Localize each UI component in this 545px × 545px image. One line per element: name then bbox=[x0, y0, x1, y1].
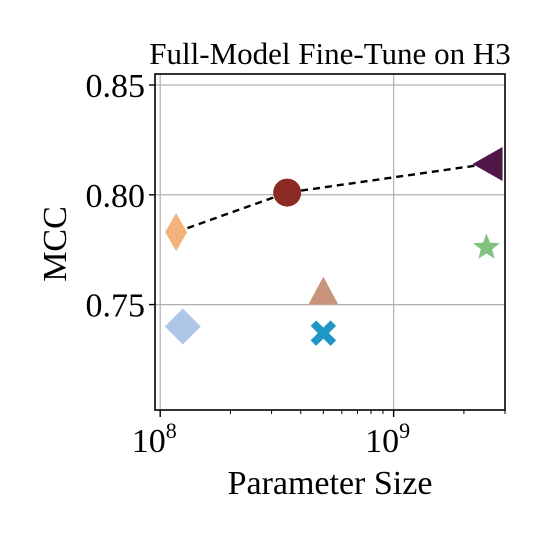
point-star bbox=[473, 233, 500, 259]
point-diamond bbox=[164, 308, 201, 345]
x-tick-label: 108 bbox=[132, 418, 177, 460]
point-circle bbox=[273, 178, 302, 207]
data-points bbox=[164, 147, 503, 346]
trend-line-group bbox=[175, 162, 487, 234]
y-tick-label: 0.80 bbox=[86, 178, 146, 215]
y-tick-label: 0.75 bbox=[86, 288, 146, 325]
x-axis-label: Parameter Size bbox=[228, 465, 433, 502]
trend-line bbox=[175, 162, 487, 234]
y-ticks: 0.75 0.80 0.85 bbox=[86, 68, 155, 325]
x-ticks: 108 109 bbox=[132, 410, 410, 460]
point-x bbox=[310, 320, 337, 346]
point-thin-diamond bbox=[165, 213, 188, 252]
y-axis-label: MCC bbox=[37, 206, 74, 282]
point-triangle-up bbox=[308, 276, 339, 305]
y-tick-label: 0.85 bbox=[86, 68, 146, 105]
plot-frame bbox=[154, 73, 506, 411]
chart-title: Full-Model Fine-Tune on H3 bbox=[149, 36, 510, 71]
point-triangle-left bbox=[472, 147, 503, 182]
gridlines bbox=[155, 74, 505, 410]
x-tick-label: 109 bbox=[365, 418, 410, 460]
